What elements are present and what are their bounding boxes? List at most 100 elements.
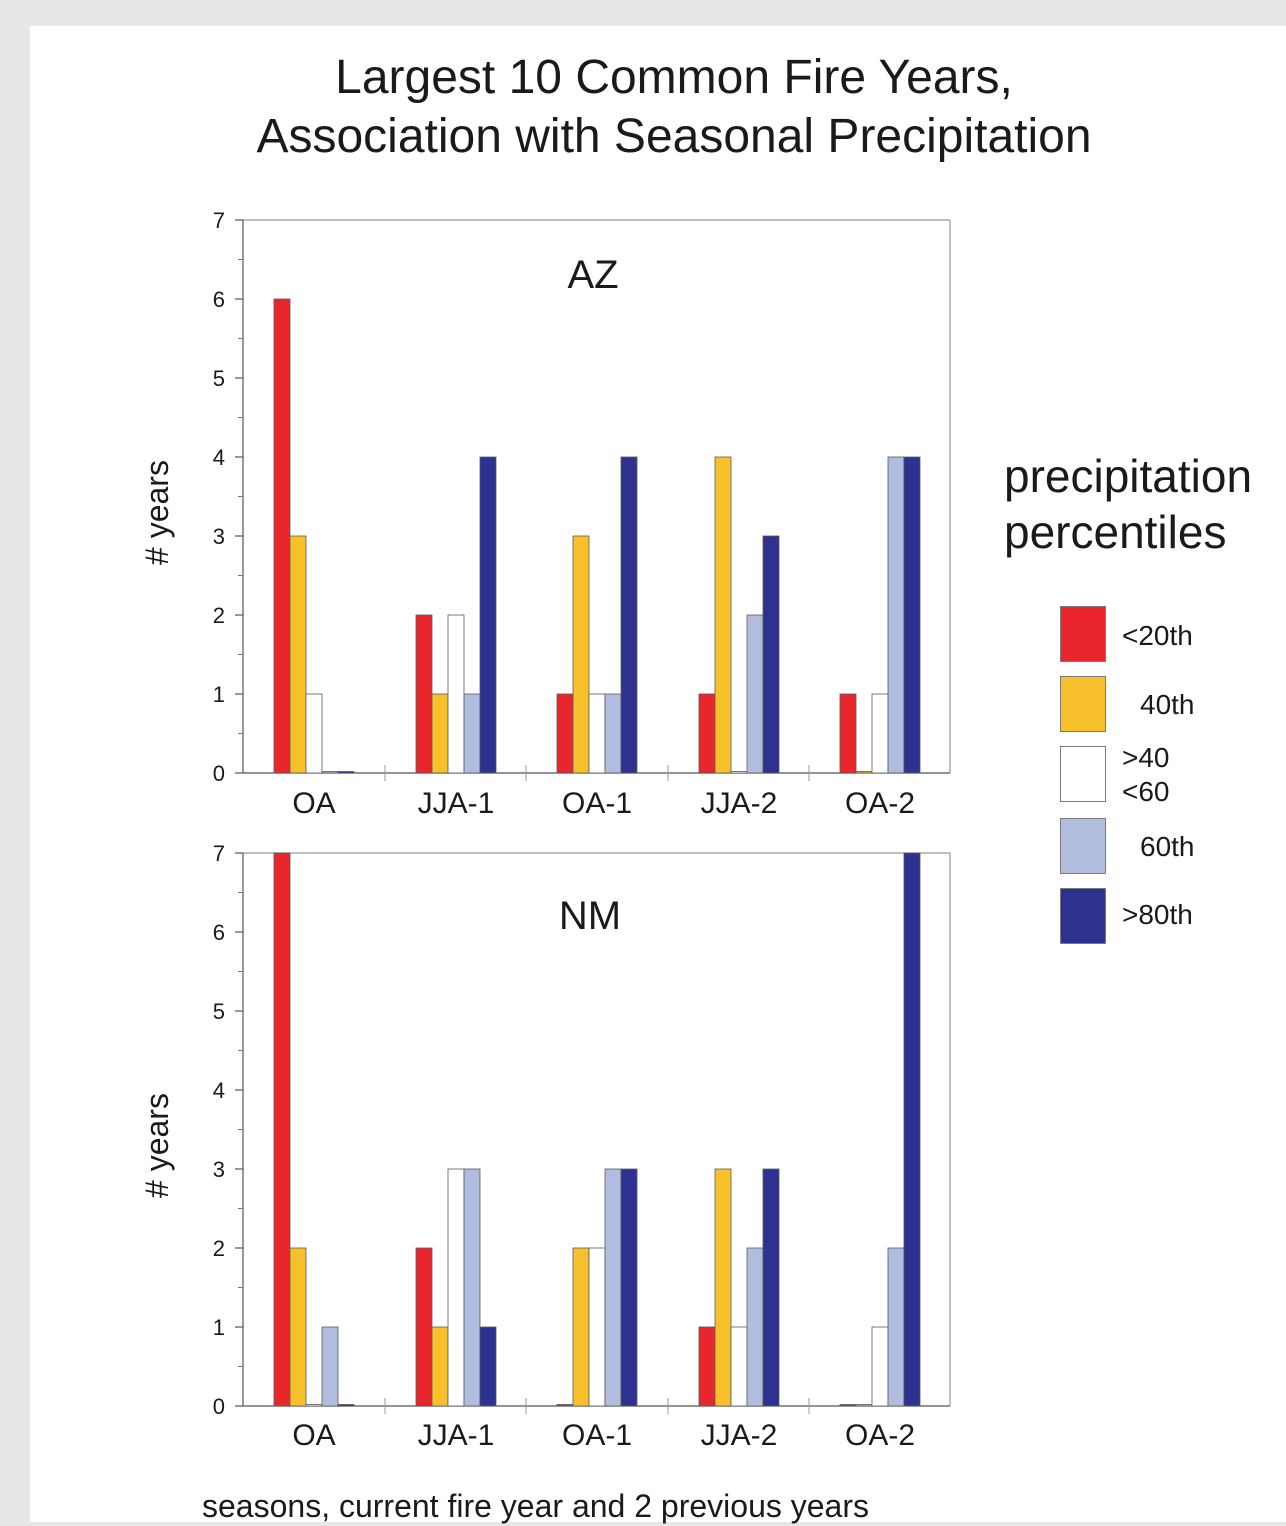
- legend-swatch-60th: [1060, 818, 1106, 874]
- nm-y-tick-label: 6: [213, 920, 225, 945]
- nm-bar-oa-1-s0: [556, 1404, 574, 1407]
- legend-label-line: >80th: [1122, 899, 1193, 930]
- az-bar-oa-s4: [337, 771, 355, 774]
- nm-y-tick-label: 5: [213, 999, 225, 1024]
- figure-title: Largest 10 Common Fire Years, Associatio…: [0, 48, 1286, 166]
- nm-bar-oa-2-s1: [855, 1404, 873, 1407]
- legend-swatch-40-60: [1060, 746, 1106, 802]
- legend-label-40-60: >40 <60: [1122, 741, 1170, 809]
- legend-label-above-80th: >80th: [1122, 898, 1193, 932]
- az-bar-oa-2-s2: [871, 693, 889, 774]
- nm-bar-oa-1-s4: [620, 1168, 638, 1407]
- legend-label-60th: 60th: [1140, 830, 1195, 864]
- nm-bar-jja-2-s1: [714, 1168, 732, 1407]
- az-bar-jja-2-s4: [762, 535, 780, 774]
- nm-y-tick-label: 2: [213, 1236, 225, 1261]
- az-bar-jja-1-s2: [447, 614, 465, 774]
- nm-x-category-label: JJA-1: [418, 1419, 495, 1452]
- nm-bar-jja-1-s2: [447, 1168, 465, 1407]
- az-panel-label: AZ: [567, 253, 618, 297]
- az-bar-jja-2-s1: [714, 456, 732, 774]
- nm-bar-oa-1-s1: [572, 1247, 590, 1407]
- az-bar-oa-1-s2: [588, 693, 606, 774]
- az-bar-jja-2-s2: [730, 771, 748, 774]
- nm-bar-oa-s3: [321, 1326, 339, 1407]
- nm-y-tick-label: 7: [213, 841, 225, 866]
- nm-bar-jja-1-s3: [463, 1168, 481, 1407]
- nm-bar-jja-1-s0: [415, 1247, 433, 1407]
- nm-bar-jja-2-s2: [730, 1326, 748, 1407]
- az-y-tick-label: 7: [213, 208, 225, 233]
- legend-title: precipitation percentiles: [1004, 448, 1252, 560]
- az-bar-oa-2-s0: [839, 693, 857, 774]
- az-bar-oa-1-s4: [620, 456, 638, 774]
- az-bar-jja-1-s0: [415, 614, 433, 774]
- az-y-tick-label: 4: [213, 445, 225, 470]
- nm-bar-oa-2-s4: [903, 852, 921, 1407]
- az-x-category-label: JJA-2: [701, 787, 778, 820]
- nm-bar-jja-2-s4: [762, 1168, 780, 1407]
- nm-panel-label: NM: [559, 894, 621, 938]
- az-bar-jja-2-s3: [746, 614, 764, 774]
- az-bar-oa-s0: [273, 298, 291, 774]
- az-bar-jja-2-s0: [698, 693, 716, 774]
- nm-bar-jja-1-s1: [431, 1326, 449, 1407]
- nm-bar-jja-2-s0: [698, 1326, 716, 1407]
- nm-bar-oa-s0: [273, 852, 291, 1407]
- legend-swatch-below-20th: [1060, 606, 1106, 662]
- az-y-tick-label: 5: [213, 366, 225, 391]
- az-x-category-label: OA: [292, 787, 335, 820]
- az-bar-oa-1-s1: [572, 535, 590, 774]
- az-y-tick-label: 2: [213, 603, 225, 628]
- az-bar-oa-2-s1: [855, 771, 873, 774]
- legend-label-line: <20th: [1122, 620, 1193, 651]
- nm-x-category-label: JJA-2: [701, 1419, 778, 1452]
- legend-swatch-above-80th: [1060, 888, 1106, 944]
- legend-label-40th: 40th: [1140, 688, 1195, 722]
- az-x-category-label: JJA-1: [418, 787, 495, 820]
- legend-label-line: <60: [1122, 776, 1170, 807]
- az-y-tick-label: 1: [213, 682, 225, 707]
- az-bar-oa-1-s0: [556, 693, 574, 774]
- az-y-axis-label: # years: [139, 460, 175, 565]
- nm-x-category-label: OA: [292, 1419, 335, 1452]
- nm-x-category-label: OA-2: [845, 1419, 915, 1452]
- nm-bar-oa-2-s0: [839, 1404, 857, 1407]
- x-axis-caption: seasons, current fire year and 2 previou…: [202, 1488, 869, 1524]
- legend-label-below-20th: <20th: [1122, 619, 1193, 653]
- az-y-tick-label: 3: [213, 524, 225, 549]
- az-bar-oa-1-s3: [604, 693, 622, 774]
- az-bar-jja-1-s4: [479, 456, 497, 774]
- nm-bar-oa-2-s3: [887, 1247, 905, 1407]
- legend-label-line: 40th: [1140, 689, 1195, 720]
- nm-bar-oa-s1: [289, 1247, 307, 1407]
- az-y-tick-label: 6: [213, 287, 225, 312]
- az-bar-jja-1-s1: [431, 693, 449, 774]
- az-x-category-label: OA-2: [845, 787, 915, 820]
- az-bar-oa-2-s4: [903, 456, 921, 774]
- nm-bar-jja-2-s3: [746, 1247, 764, 1407]
- nm-bar-oa-s4: [337, 1404, 355, 1407]
- az-x-category-label: OA-1: [562, 787, 632, 820]
- az-y-tick-label: 0: [213, 761, 225, 786]
- az-bar-oa-s3: [321, 771, 339, 774]
- legend-label-line: 60th: [1140, 831, 1195, 862]
- nm-bar-oa-s2: [305, 1404, 323, 1407]
- az-bar-jja-1-s3: [463, 693, 481, 774]
- nm-y-axis-label: # years: [139, 1093, 175, 1198]
- nm-bar-oa-2-s2: [871, 1326, 889, 1407]
- az-bar-oa-2-s3: [887, 456, 905, 774]
- legend-title-line-1: precipitation: [1004, 450, 1253, 502]
- nm-bar-jja-1-s4: [479, 1326, 497, 1407]
- figure-title-line-1: Largest 10 Common Fire Years,: [335, 51, 1013, 104]
- az-bar-oa-s2: [305, 693, 323, 774]
- nm-x-category-label: OA-1: [562, 1419, 632, 1452]
- legend-swatch-40th: [1060, 676, 1106, 732]
- legend-title-line-2: percentiles: [1004, 506, 1227, 558]
- figure-title-line-2: Association with Seasonal Precipitation: [256, 110, 1092, 163]
- az-bar-oa-s1: [289, 535, 307, 774]
- nm-y-tick-label: 1: [213, 1315, 225, 1340]
- nm-bar-oa-1-s3: [604, 1168, 622, 1407]
- nm-bar-oa-1-s2: [588, 1247, 606, 1407]
